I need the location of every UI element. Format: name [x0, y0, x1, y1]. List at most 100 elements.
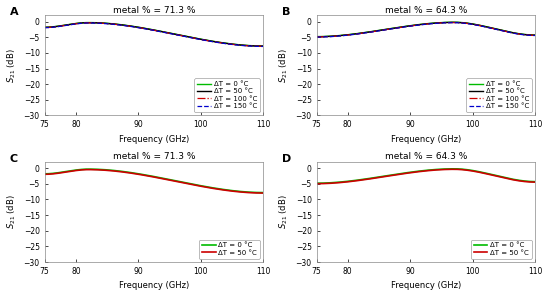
ΔT = 150 °C [352, 33, 358, 36]
ΔT = 50 °C [85, 168, 92, 171]
ΔT = 0 °C [85, 167, 92, 171]
Line: ΔT = 50 °C: ΔT = 50 °C [317, 169, 535, 184]
ΔT = 0 °C [460, 21, 466, 25]
ΔT = 0 °C [260, 191, 267, 194]
ΔT = 0 °C [412, 170, 419, 173]
ΔT = 50 °C [80, 168, 87, 172]
ΔT = 100 °C [460, 21, 466, 25]
Line: ΔT = 100 °C: ΔT = 100 °C [317, 22, 535, 37]
X-axis label: Frequency (GHz): Frequency (GHz) [119, 135, 189, 144]
ΔT = 50 °C [207, 39, 213, 43]
ΔT = 0 °C [352, 32, 358, 36]
ΔT = 50 °C [369, 177, 376, 180]
Title: metal % = 64.3 %: metal % = 64.3 % [385, 6, 467, 15]
ΔT = 0 °C [207, 186, 213, 189]
ΔT = 100 °C [207, 39, 213, 43]
ΔT = 0 °C [352, 179, 358, 182]
Title: metal % = 71.3 %: metal % = 71.3 % [113, 152, 195, 161]
ΔT = 0 °C [170, 32, 177, 36]
ΔT = 50 °C [98, 168, 105, 172]
ΔT = 0 °C [442, 21, 449, 24]
ΔT = 0 °C [141, 173, 147, 176]
ΔT = 150 °C [532, 34, 539, 37]
ΔT = 50 °C [369, 30, 376, 33]
ΔT = 50 °C [532, 180, 539, 184]
ΔT = 0 °C [532, 180, 539, 184]
ΔT = 50 °C [412, 23, 419, 27]
ΔT = 50 °C [41, 173, 48, 176]
ΔT = 100 °C [369, 30, 376, 33]
ΔT = 150 °C [41, 26, 48, 30]
ΔT = 100 °C [98, 21, 105, 25]
ΔT = 0 °C [98, 21, 105, 25]
ΔT = 50 °C [442, 21, 449, 24]
ΔT = 150 °C [442, 21, 449, 25]
Line: ΔT = 50 °C: ΔT = 50 °C [44, 170, 264, 193]
ΔT = 50 °C [313, 35, 320, 38]
Legend: ΔT = 0 °C, ΔT = 50 °C, ΔT = 100 °C, ΔT = 150 °C: ΔT = 0 °C, ΔT = 50 °C, ΔT = 100 °C, ΔT =… [466, 78, 532, 112]
Line: ΔT = 50 °C: ΔT = 50 °C [317, 22, 535, 37]
ΔT = 50 °C [478, 171, 485, 175]
ΔT = 50 °C [460, 168, 466, 171]
ΔT = 150 °C [260, 45, 267, 48]
ΔT = 50 °C [460, 21, 466, 25]
ΔT = 150 °C [369, 30, 376, 33]
ΔT = 100 °C [80, 21, 87, 25]
Line: ΔT = 0 °C: ΔT = 0 °C [317, 22, 535, 37]
ΔT = 50 °C [352, 179, 358, 183]
ΔT = 50 °C [170, 32, 177, 36]
Y-axis label: $S_{21}$ (dB): $S_{21}$ (dB) [277, 195, 290, 229]
ΔT = 0 °C [532, 33, 539, 37]
ΔT = 100 °C [532, 33, 539, 37]
ΔT = 150 °C [460, 21, 466, 25]
ΔT = 0 °C [313, 181, 320, 185]
Title: metal % = 71.3 %: metal % = 71.3 % [113, 6, 195, 15]
ΔT = 0 °C [80, 21, 87, 25]
ΔT = 100 °C [188, 36, 195, 39]
ΔT = 50 °C [478, 24, 485, 28]
X-axis label: Frequency (GHz): Frequency (GHz) [119, 281, 189, 290]
ΔT = 50 °C [450, 168, 457, 171]
ΔT = 50 °C [207, 186, 213, 189]
ΔT = 0 °C [369, 30, 376, 33]
ΔT = 50 °C [188, 36, 195, 39]
ΔT = 50 °C [352, 32, 358, 36]
Text: C: C [10, 154, 18, 164]
ΔT = 0 °C [369, 176, 376, 180]
ΔT = 0 °C [85, 21, 92, 24]
ΔT = 150 °C [80, 21, 87, 25]
ΔT = 50 °C [442, 168, 449, 171]
ΔT = 50 °C [532, 33, 539, 37]
Y-axis label: $S_{21}$ (dB): $S_{21}$ (dB) [5, 195, 18, 229]
Line: ΔT = 100 °C: ΔT = 100 °C [44, 23, 264, 46]
Legend: ΔT = 0 °C, ΔT = 50 °C: ΔT = 0 °C, ΔT = 50 °C [199, 239, 260, 258]
ΔT = 100 °C [313, 35, 320, 39]
ΔT = 150 °C [207, 39, 213, 43]
ΔT = 100 °C [478, 24, 485, 28]
ΔT = 50 °C [188, 183, 195, 186]
ΔT = 0 °C [442, 167, 449, 171]
ΔT = 150 °C [141, 27, 147, 30]
Y-axis label: $S_{21}$ (dB): $S_{21}$ (dB) [5, 48, 18, 83]
ΔT = 50 °C [260, 191, 267, 195]
ΔT = 150 °C [85, 21, 92, 25]
ΔT = 100 °C [442, 21, 449, 25]
Line: ΔT = 50 °C: ΔT = 50 °C [44, 23, 264, 46]
Line: ΔT = 0 °C: ΔT = 0 °C [44, 22, 264, 46]
ΔT = 50 °C [41, 25, 48, 29]
ΔT = 150 °C [450, 21, 457, 25]
ΔT = 50 °C [260, 44, 267, 48]
Text: B: B [282, 7, 290, 17]
ΔT = 50 °C [170, 179, 177, 183]
ΔT = 100 °C [412, 23, 419, 27]
ΔT = 0 °C [412, 23, 419, 27]
Text: A: A [10, 7, 18, 17]
ΔT = 50 °C [80, 21, 87, 25]
X-axis label: Frequency (GHz): Frequency (GHz) [391, 135, 461, 144]
ΔT = 100 °C [260, 44, 267, 48]
ΔT = 50 °C [412, 170, 419, 174]
ΔT = 0 °C [141, 26, 147, 30]
Line: ΔT = 0 °C: ΔT = 0 °C [44, 169, 264, 193]
ΔT = 0 °C [80, 168, 87, 171]
ΔT = 0 °C [188, 182, 195, 186]
